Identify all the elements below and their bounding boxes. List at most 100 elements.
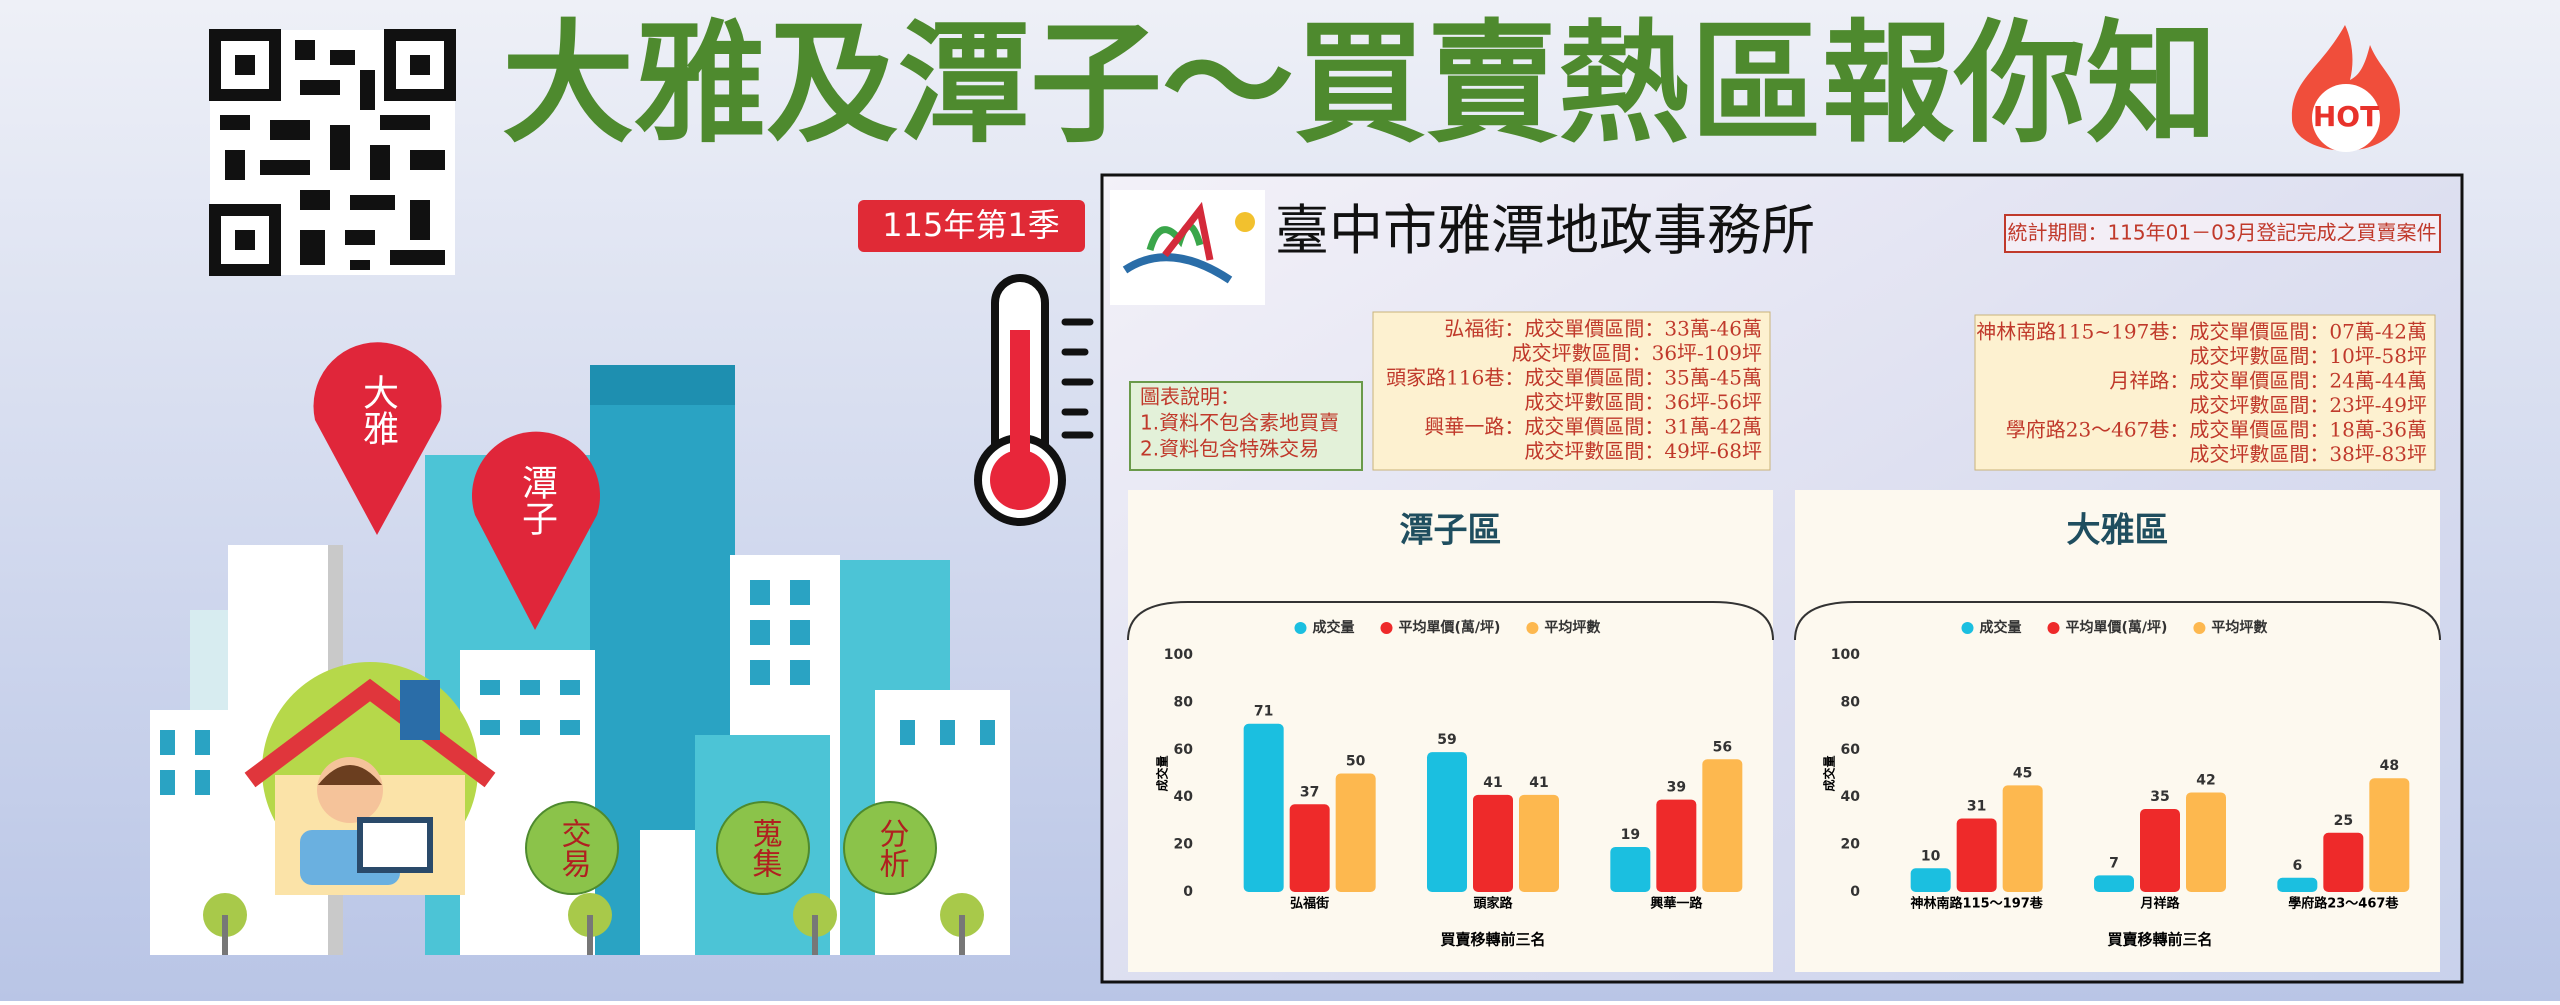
bar bbox=[1702, 759, 1743, 892]
chart-title: 潭子區 bbox=[1400, 511, 1502, 551]
y-tick-label: 0 bbox=[1850, 884, 1860, 900]
value-label: 19 bbox=[1621, 827, 1640, 843]
x-tick-label: 頭家路 bbox=[1473, 896, 1513, 912]
y-tick-label: 20 bbox=[1174, 837, 1194, 853]
city bbox=[150, 342, 1010, 955]
hot-icon bbox=[2291, 25, 2400, 152]
circle-label: 蒐集 bbox=[747, 818, 783, 878]
chart-title: 大雅區 bbox=[2067, 511, 2169, 551]
pin-label: 潭子 bbox=[516, 464, 557, 536]
circle-label: 交易 bbox=[556, 818, 591, 878]
y-tick-label: 40 bbox=[1841, 789, 1861, 805]
y-tick-label: 100 bbox=[1831, 647, 1860, 663]
legend-label: 成交量 bbox=[1980, 619, 2022, 636]
legend-label: 平均單價(萬/坪) bbox=[2066, 619, 2168, 636]
info-box bbox=[1372, 311, 1771, 471]
info-line: 弘福街：成交單價區間：33萬-46萬 bbox=[1444, 317, 1762, 341]
info-line: 成交坪數區間：36坪-109坪 bbox=[1512, 341, 1762, 365]
y-axis-label: 成交量 bbox=[1155, 755, 1170, 791]
info-line: 頭家路116巷：成交單價區間：35萬-45萬 bbox=[1386, 366, 1762, 390]
badge-text: 115年第1季 bbox=[882, 206, 1059, 244]
y-tick-label: 60 bbox=[1174, 742, 1194, 758]
main-title: 大雅及潭子～買賣熱區報你知 bbox=[502, 7, 2218, 162]
legend-swatch bbox=[2193, 622, 2206, 634]
bar bbox=[2186, 792, 2226, 892]
info-line: 成交坪數區間：49坪-68坪 bbox=[1524, 439, 1762, 463]
note-line: 2.資料包含特殊交易 bbox=[1140, 437, 1319, 461]
info-line: 成交坪數區間：23坪-49坪 bbox=[2189, 393, 2427, 417]
info-line: 月祥路：成交單價區間：24萬-44萬 bbox=[2109, 369, 2427, 393]
value-label: 37 bbox=[1300, 784, 1319, 800]
y-tick-label: 0 bbox=[1183, 884, 1193, 900]
chart-frame bbox=[1127, 601, 1774, 641]
value-label: 41 bbox=[1483, 775, 1502, 791]
legend-label: 平均單價(萬/坪) bbox=[1399, 619, 1501, 636]
bar bbox=[1243, 723, 1284, 892]
bar bbox=[1956, 818, 1997, 892]
value-label: 7 bbox=[2109, 855, 2119, 871]
note-title: 圖表說明： bbox=[1140, 385, 1240, 409]
circle-label: 分析 bbox=[874, 818, 910, 878]
legend-swatch bbox=[1526, 622, 1539, 634]
bar bbox=[2002, 785, 2043, 892]
value-label: 41 bbox=[1529, 775, 1548, 791]
legend-label: 平均坪數 bbox=[2211, 619, 2267, 636]
legend-label: 平均坪數 bbox=[1544, 619, 1600, 636]
y-tick-label: 100 bbox=[1164, 647, 1193, 663]
info-line: 興華一路：成交單價區間：31萬-42萬 bbox=[1424, 415, 1762, 439]
value-label: 31 bbox=[1967, 799, 1986, 815]
period-box bbox=[2004, 214, 2441, 253]
bar bbox=[1610, 846, 1651, 892]
info-line: 神林南路115~197巷：成交單價區間：07萬-42萬 bbox=[1976, 320, 2427, 344]
badge bbox=[858, 200, 1085, 252]
note-box bbox=[1129, 381, 1363, 471]
bar bbox=[1427, 752, 1467, 892]
value-label: 10 bbox=[1921, 848, 1941, 864]
value-label: 42 bbox=[2196, 772, 2215, 788]
info-line: 成交坪數區間：36坪-56坪 bbox=[1524, 390, 1762, 414]
legend-swatch bbox=[1961, 622, 1974, 634]
value-label: 59 bbox=[1437, 732, 1456, 748]
y-tick-label: 80 bbox=[1174, 694, 1194, 710]
y-tick-label: 20 bbox=[1841, 837, 1861, 853]
chart-frame bbox=[1794, 601, 2441, 641]
info-line: 學府路23～467巷：成交單價區間：18萬-36萬 bbox=[2006, 418, 2427, 442]
bar bbox=[1473, 794, 1513, 892]
hot-label: HOT bbox=[2313, 100, 2379, 133]
x-axis-label: 買賣移轉前三名 bbox=[1440, 931, 1545, 949]
info-line: 成交坪數區間：38坪-83坪 bbox=[2189, 442, 2427, 466]
x-tick-label: 興華一路 bbox=[1650, 896, 1703, 912]
bar bbox=[2094, 875, 2134, 892]
value-label: 25 bbox=[2334, 813, 2353, 829]
qr-code bbox=[209, 29, 456, 276]
bar bbox=[1519, 794, 1559, 892]
y-axis-label: 成交量 bbox=[1822, 755, 1837, 791]
x-tick-label: 月祥路 bbox=[2139, 896, 2180, 912]
note-line: 1.資料不包含素地買賣 bbox=[1140, 411, 1339, 435]
legend-label: 成交量 bbox=[1313, 619, 1355, 636]
value-label: 35 bbox=[2150, 789, 2169, 805]
y-tick-label: 60 bbox=[1841, 742, 1861, 758]
value-label: 71 bbox=[1254, 704, 1273, 720]
value-label: 50 bbox=[1346, 754, 1366, 770]
x-axis-label: 買賣移轉前三名 bbox=[2107, 931, 2212, 949]
bar bbox=[2140, 809, 2180, 892]
bar bbox=[1335, 773, 1376, 892]
y-tick-label: 40 bbox=[1174, 789, 1194, 805]
legend-swatch bbox=[1294, 622, 1307, 634]
bar bbox=[1289, 804, 1330, 892]
bar bbox=[1656, 799, 1697, 892]
x-tick-label: 弘福街 bbox=[1290, 896, 1329, 912]
period-text: 統計期間：115年01－03月登記完成之買賣案件 bbox=[2007, 221, 2436, 245]
y-tick-label: 80 bbox=[1841, 694, 1861, 710]
legend-swatch bbox=[1380, 622, 1393, 634]
legend-swatch bbox=[2047, 622, 2060, 634]
value-label: 39 bbox=[1667, 780, 1686, 796]
value-label: 48 bbox=[2380, 758, 2399, 774]
office-name: 臺中市雅潭地政事務所 bbox=[1275, 199, 1815, 262]
bar bbox=[2323, 832, 2364, 892]
value-label: 56 bbox=[1713, 739, 1732, 755]
bar bbox=[2277, 877, 2318, 892]
value-label: 45 bbox=[2013, 765, 2032, 781]
